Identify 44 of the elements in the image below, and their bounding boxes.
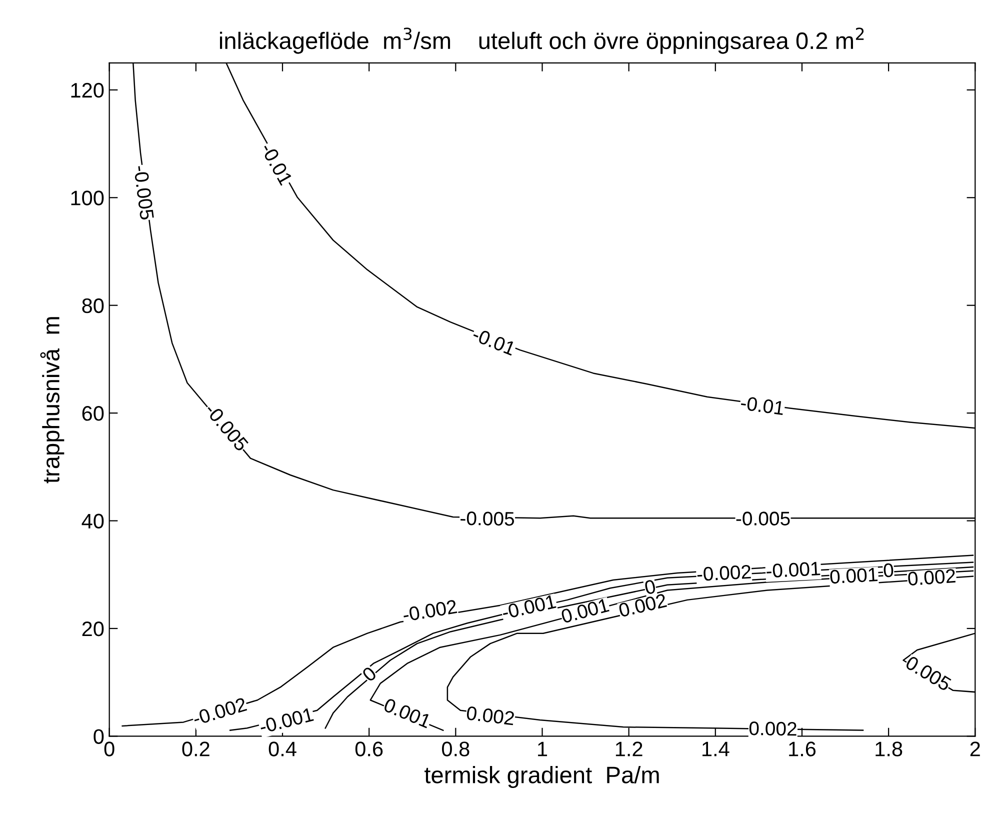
x-tick-label: 1 [538, 742, 548, 756]
annotation: 0.001 [560, 598, 610, 624]
annotation: 0.001 [382, 698, 432, 728]
annotation: -0.01 [740, 396, 784, 416]
x-axis-title: termisk gradient Pa/m [424, 766, 659, 788]
x-tick-label: 0.4 [268, 742, 296, 756]
annotation: -0.01 [472, 327, 516, 356]
x-tick-label: 0.2 [182, 742, 210, 756]
x-tick-label: 1.4 [702, 742, 730, 756]
y-tick-label: 40 [82, 514, 104, 529]
y-tick-label: 120 [71, 82, 104, 98]
annotation: 0 [361, 666, 378, 682]
annotation: 0 [883, 563, 894, 578]
y-tick-label: 60 [82, 406, 104, 421]
annotation: 0.005 [904, 655, 952, 692]
x-tick-label: 1.2 [616, 742, 642, 756]
x-tick-label: 1.6 [789, 742, 816, 756]
x-tick-label: 0.8 [442, 742, 470, 756]
y-axis-title: trapphusnivå m [40, 317, 64, 484]
annotation: -0.001 [258, 707, 314, 734]
annotation: -0.01 [260, 142, 293, 186]
x-tick-label: 0.6 [355, 742, 383, 756]
annotation: 0.002 [466, 706, 515, 726]
annotation: -0.001 [766, 562, 820, 578]
y-tick-label: 100 [71, 190, 104, 206]
x-tick-label: 2 [970, 742, 980, 756]
annotation: -0.005 [460, 511, 514, 526]
y-tick-label: 80 [82, 298, 104, 314]
annotation: -0.005 [736, 512, 790, 526]
x-tick-label: 0 [104, 742, 114, 756]
annotation: 0.002 [908, 568, 956, 586]
chart-title: inläckageflöde m$^{3}$/sm uteluft och övre öppningsarea 0.2 m$^{2}$ [220, 28, 864, 54]
annotation: 0.002 [749, 721, 796, 736]
y-tick-label: 0 [94, 729, 104, 744]
annotation: 0.002 [618, 593, 668, 618]
y-tick-label: 20 [82, 621, 104, 636]
annotation: -0.002 [402, 600, 458, 622]
annotation: -0.005 [134, 165, 154, 220]
annotation: 0 [644, 579, 656, 595]
annotation: 0.001 [830, 568, 878, 584]
x-tick-label: 1.8 [876, 742, 902, 756]
annotation: -0.002 [696, 564, 751, 582]
annotation: -0.002 [192, 697, 248, 726]
annotation: -0.001 [501, 594, 556, 620]
